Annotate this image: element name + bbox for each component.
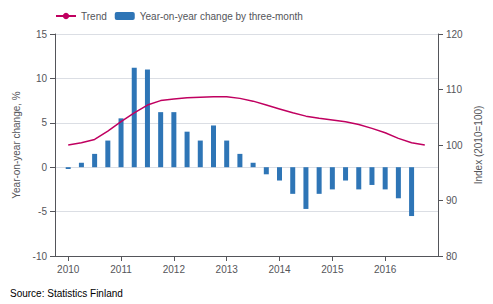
svg-text:Index (2010=100): Index (2010=100) <box>473 106 484 185</box>
svg-text:2013: 2013 <box>216 264 239 275</box>
svg-text:2015: 2015 <box>321 264 344 275</box>
svg-text:80: 80 <box>446 251 458 262</box>
svg-text:2011: 2011 <box>110 264 132 275</box>
svg-text:Trend: Trend <box>81 11 107 22</box>
svg-text:2012: 2012 <box>163 264 186 275</box>
svg-text:2016: 2016 <box>374 264 397 275</box>
svg-text:Source: Statistics Finland: Source: Statistics Finland <box>10 288 123 299</box>
svg-text:120: 120 <box>446 29 463 40</box>
svg-text:2010: 2010 <box>57 264 80 275</box>
svg-text:90: 90 <box>446 195 458 206</box>
svg-text:2014: 2014 <box>268 264 291 275</box>
svg-text:110: 110 <box>446 84 462 95</box>
svg-text:10: 10 <box>36 73 48 84</box>
svg-text:5: 5 <box>41 117 47 128</box>
svg-text:Year-on-year change by three-m: Year-on-year change by three-month <box>140 11 303 22</box>
svg-text:-5: -5 <box>38 206 47 217</box>
svg-text:Year-on-year change, %: Year-on-year change, % <box>11 91 22 199</box>
svg-text:100: 100 <box>446 140 463 151</box>
svg-text:-10: -10 <box>33 251 48 262</box>
svg-text:15: 15 <box>36 29 48 40</box>
svg-text:0: 0 <box>41 162 47 173</box>
